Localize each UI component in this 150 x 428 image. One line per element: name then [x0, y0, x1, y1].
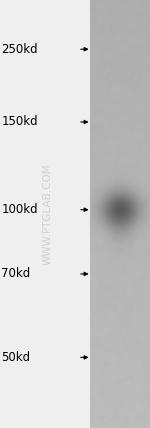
- Text: 50kd: 50kd: [2, 351, 31, 364]
- Text: 100kd: 100kd: [2, 203, 38, 216]
- Text: 70kd: 70kd: [2, 268, 31, 280]
- Text: 150kd: 150kd: [2, 116, 38, 128]
- Text: 250kd: 250kd: [2, 43, 38, 56]
- Text: WWW.PTGLAB.COM: WWW.PTGLAB.COM: [43, 163, 53, 265]
